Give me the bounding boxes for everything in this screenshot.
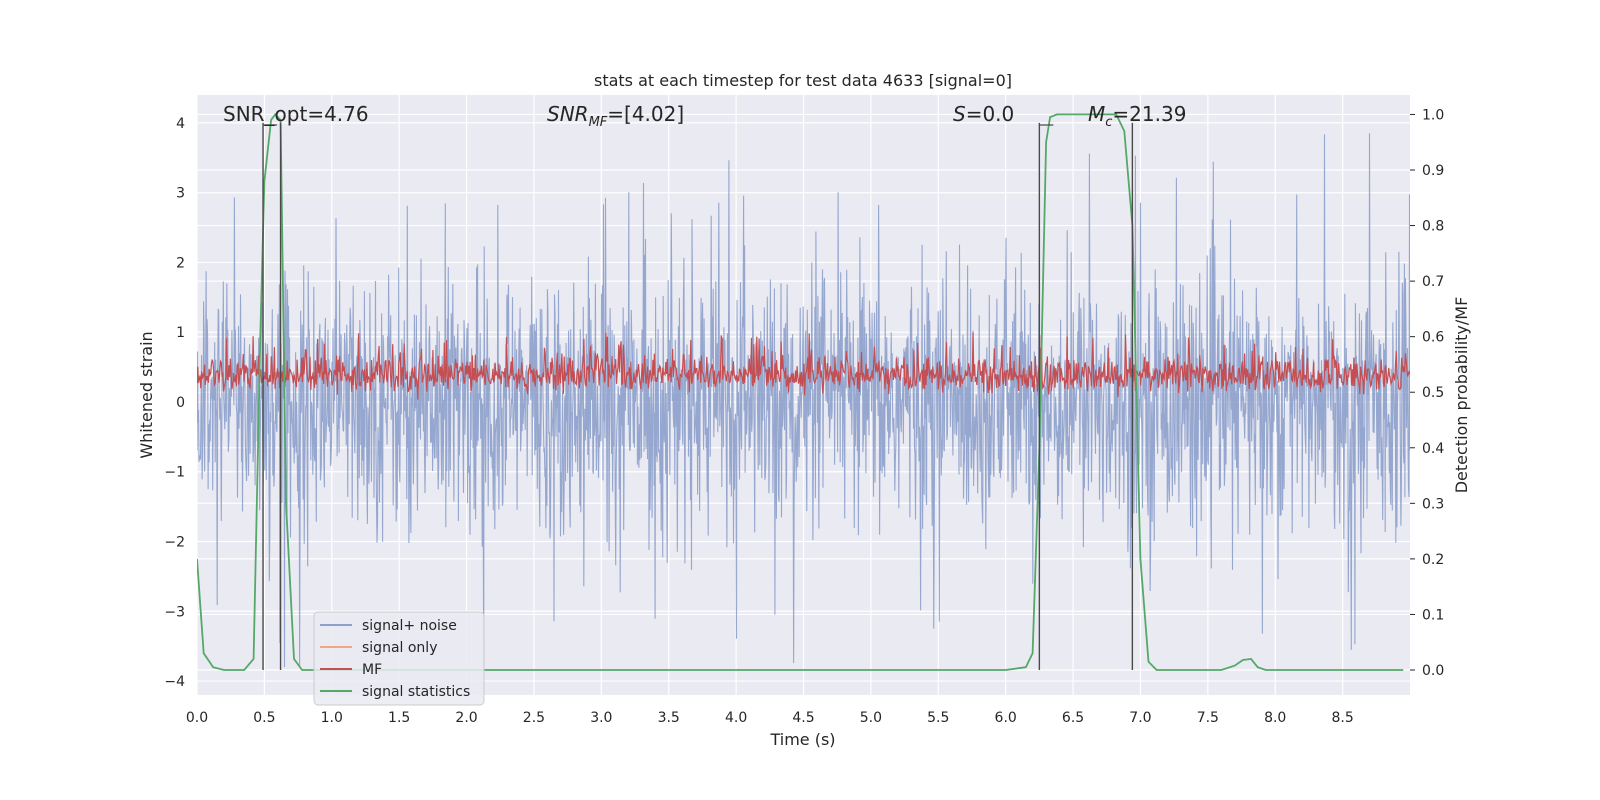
x-tick-label: 5.0 <box>860 710 882 726</box>
y-left-tick-label: 1 <box>176 325 185 341</box>
legend-label-signal-statistics: signal statistics <box>362 684 470 700</box>
legend-label-signal-only: signal only <box>362 640 437 656</box>
snr-mf-value: =[4.02] <box>607 102 684 126</box>
y-left-tick-label: −2 <box>164 535 185 551</box>
y-right-tick-label: 0.9 <box>1422 163 1444 179</box>
y-right-tick-label: 0.1 <box>1422 607 1444 623</box>
y-right-tick-label: 0.0 <box>1422 663 1444 679</box>
x-tick-label: 0.5 <box>253 710 275 726</box>
x-tick-label: 2.0 <box>455 710 477 726</box>
x-tick-label: 6.0 <box>995 710 1017 726</box>
x-tick-label: 6.5 <box>1062 710 1084 726</box>
y-right-tick-label: 0.5 <box>1422 385 1444 401</box>
x-tick-label: 5.5 <box>927 710 949 726</box>
legend-label-signal-noise: signal+ noise <box>362 618 457 634</box>
vertical-markers <box>262 122 1134 670</box>
y-left-tick-label: 2 <box>176 255 185 271</box>
y-axis-right-ticks: 1.0 0.9 0.8 0.7 0.6 0.5 0.4 0.3 0.2 0.1 0.0 <box>1410 107 1444 679</box>
x-tick-label: 8.0 <box>1264 710 1286 726</box>
mc-sub: c <box>1105 115 1112 130</box>
chart-title: stats at each timestep for test data 463… <box>594 71 1012 90</box>
x-tick-label: 7.5 <box>1197 710 1219 726</box>
snr-mf-main: SNR <box>547 102 589 126</box>
x-axis-label: Time (s) <box>769 730 835 749</box>
series-signal-statistics <box>197 113 1404 671</box>
y-axis-right-label: Detection probability/MF <box>1452 297 1471 494</box>
y-right-tick-label: 0.8 <box>1422 219 1444 235</box>
x-tick-label: 1.0 <box>321 710 343 726</box>
x-tick-label: 4.0 <box>725 710 747 726</box>
y-left-tick-label: −1 <box>164 465 185 481</box>
y-right-tick-label: 0.3 <box>1422 496 1444 512</box>
snr-mf-sub: MF <box>589 115 608 130</box>
y-axis-left-label: Whitened strain <box>137 331 156 458</box>
series-layer <box>197 113 1410 671</box>
x-tick-label: 0.0 <box>186 710 208 726</box>
y-left-tick-label: −4 <box>164 674 185 690</box>
x-axis-ticks: 0.0 0.5 1.0 1.5 2.0 2.5 3.0 3.5 4.0 4.5 5.0 5.5 6.0 6… <box>186 710 1354 726</box>
y-right-tick-label: 0.4 <box>1422 441 1444 457</box>
snr-opt-annotation: SNR_opt=4.76 <box>223 102 369 126</box>
legend: signal+ noise signal only MF signal stat… <box>313 611 485 706</box>
y-right-tick-label: 1.0 <box>1422 107 1444 123</box>
s-main: S <box>953 102 966 126</box>
y-right-tick-label: 0.7 <box>1422 274 1444 290</box>
x-tick-label: 1.5 <box>388 710 410 726</box>
y-left-tick-label: 0 <box>176 395 185 411</box>
mc-value: =21.39 <box>1112 102 1186 126</box>
x-tick-label: 7.0 <box>1129 710 1151 726</box>
y-left-tick-label: 3 <box>176 186 185 202</box>
x-tick-label: 8.5 <box>1331 710 1353 726</box>
mc-main: M <box>1088 102 1105 126</box>
x-tick-label: 3.0 <box>590 710 612 726</box>
x-tick-label: 3.5 <box>658 710 680 726</box>
snr-mf-annotation: SNRMF=[4.02] <box>547 102 684 130</box>
legend-box <box>313 611 485 706</box>
s-annotation: S=0.0 <box>953 102 1014 126</box>
y-right-tick-label: 0.2 <box>1422 552 1444 568</box>
y-right-tick-label: 0.6 <box>1422 330 1444 346</box>
legend-label-mf: MF <box>362 662 382 678</box>
y-left-tick-label: −3 <box>164 604 185 620</box>
s-value: =0.0 <box>966 102 1015 126</box>
x-tick-label: 4.5 <box>792 710 814 726</box>
y-left-tick-label: 4 <box>176 116 185 132</box>
mc-annotation: Mc=21.39 <box>1088 102 1186 130</box>
y-axis-left-ticks: 4 3 2 1 0 −1 −2 −3 −4 <box>164 116 185 690</box>
x-tick-label: 2.5 <box>523 710 545 726</box>
series-mf <box>197 332 1410 400</box>
